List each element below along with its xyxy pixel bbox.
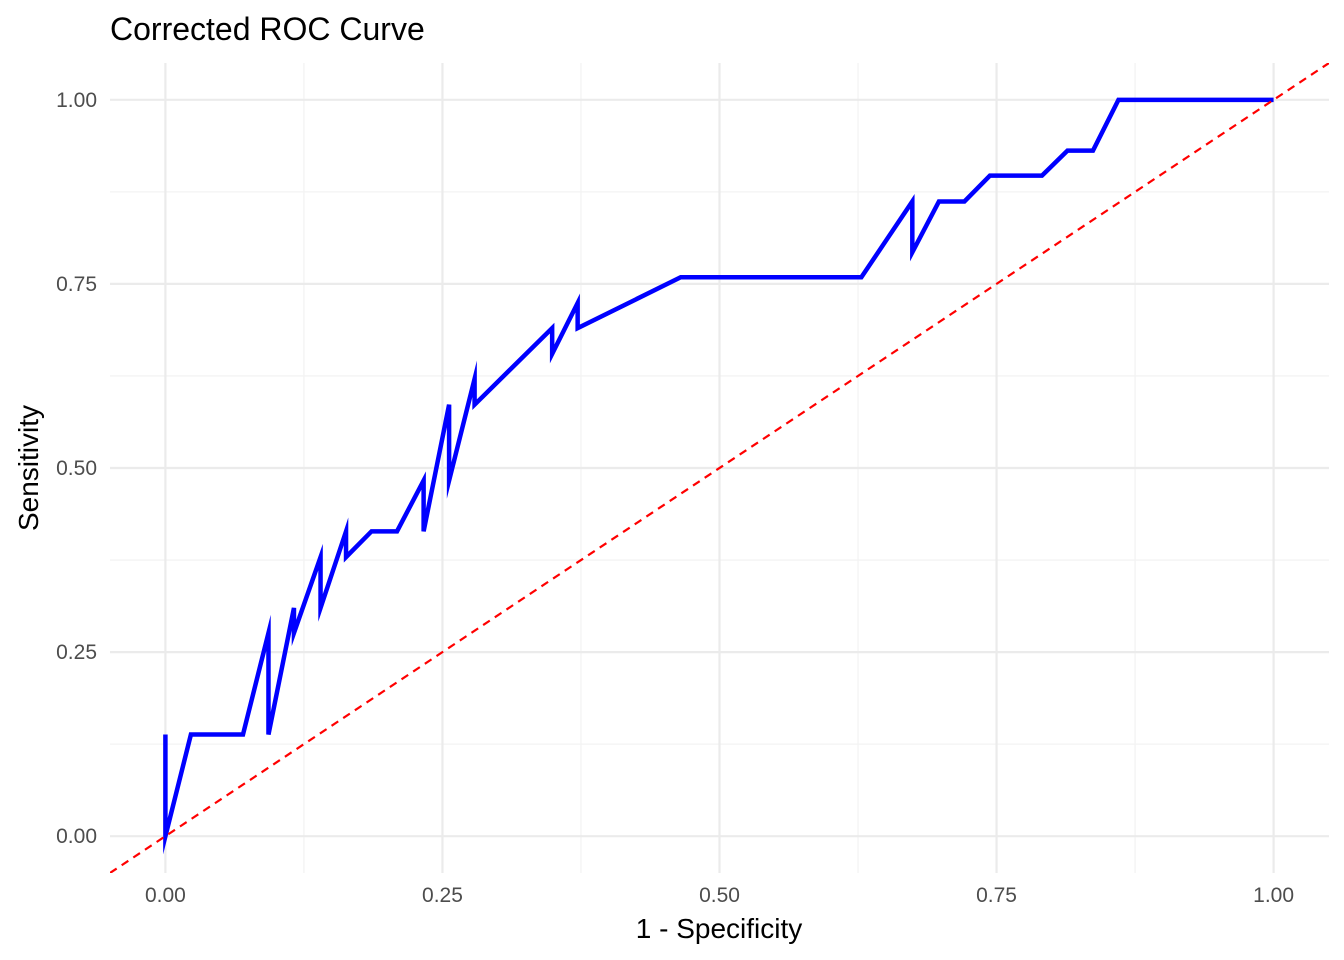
x-tick-label: 0.25	[422, 884, 463, 907]
y-tick-label: 1.00	[56, 89, 97, 112]
x-tick-label: 0.00	[145, 884, 186, 907]
chart-title: Corrected ROC Curve	[110, 11, 425, 47]
major-gridlines	[110, 63, 1329, 873]
x-tick-label: 0.50	[699, 884, 740, 907]
y-tick-label: 0.50	[56, 457, 97, 480]
y-tick-label: 0.75	[56, 273, 97, 296]
y-tick-label: 0.00	[56, 825, 97, 848]
x-axis-title: 1 - Specificity	[636, 913, 803, 944]
roc-curve-line	[163, 97, 1274, 855]
y-tick-label: 0.25	[56, 641, 97, 664]
x-tick-label: 1.00	[1253, 884, 1294, 907]
y-axis-ticks: 0.00 0.25 0.50 0.75 1.00	[56, 89, 97, 848]
y-axis-title: Sensitivity	[13, 405, 44, 531]
x-axis-ticks: 0.00 0.25 0.50 0.75 1.00	[145, 884, 1294, 907]
plot-area	[110, 63, 1329, 873]
x-tick-label: 0.75	[976, 884, 1017, 907]
reference-diagonal-line	[110, 63, 1329, 873]
